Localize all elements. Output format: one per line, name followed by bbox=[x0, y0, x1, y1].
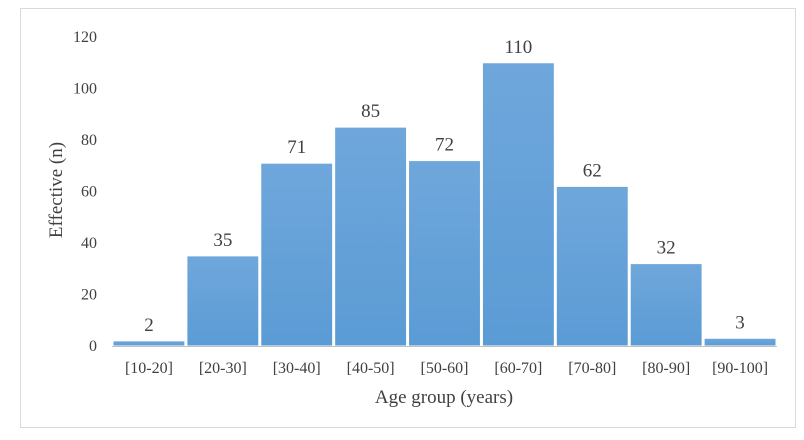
bar-30-40 bbox=[260, 162, 334, 347]
bar-20-30 bbox=[186, 255, 260, 347]
x-tick-label: [70-80] bbox=[568, 360, 616, 377]
bar-80-90 bbox=[629, 263, 703, 347]
y-tick-label: 0 bbox=[89, 338, 97, 355]
bar-40-50 bbox=[334, 126, 408, 347]
y-tick-label: 20 bbox=[81, 287, 97, 304]
data-label: 71 bbox=[287, 137, 306, 158]
x-tick-label: [50-60] bbox=[421, 360, 469, 377]
x-tick-label: [80-90] bbox=[642, 360, 690, 377]
y-axis-title: Effective (n) bbox=[46, 142, 67, 238]
bar-10-20 bbox=[112, 340, 186, 347]
y-tick-label: 40 bbox=[81, 235, 97, 252]
x-tick-label: [90-100] bbox=[712, 360, 768, 377]
x-axis-ticks: [10-20] [20-30] [30-40] [40-50] [50-60] [60-7… bbox=[125, 360, 768, 377]
x-tick-label: [10-20] bbox=[125, 360, 173, 377]
data-label: 110 bbox=[504, 37, 532, 58]
y-axis-ticks: 0 20 40 60 80 100 120 bbox=[73, 29, 97, 355]
bar-90-100 bbox=[703, 337, 777, 347]
data-label: 72 bbox=[435, 135, 454, 156]
bar-60-70 bbox=[481, 62, 555, 347]
y-tick-label: 120 bbox=[73, 29, 97, 46]
x-tick-label: [40-50] bbox=[347, 360, 395, 377]
x-tick-label: [30-40] bbox=[273, 360, 321, 377]
data-label: 85 bbox=[361, 101, 380, 122]
y-tick-label: 60 bbox=[81, 184, 97, 201]
x-tick-label: [60-70] bbox=[494, 360, 542, 377]
x-tick-label: [20-30] bbox=[199, 360, 247, 377]
data-label: 35 bbox=[213, 230, 232, 251]
data-label: 2 bbox=[144, 315, 154, 336]
x-axis-title: Age group (years) bbox=[375, 387, 513, 408]
bar-70-80 bbox=[555, 185, 629, 347]
y-tick-label: 100 bbox=[73, 81, 97, 98]
bars-group bbox=[112, 62, 777, 347]
bar-50-60 bbox=[408, 160, 481, 347]
y-tick-label: 80 bbox=[81, 132, 97, 149]
chart-frame bbox=[20, 8, 796, 428]
data-label: 3 bbox=[735, 312, 745, 333]
data-label: 32 bbox=[657, 238, 676, 259]
data-label: 62 bbox=[583, 160, 602, 181]
data-labels-group: 2 35 71 85 72 110 62 32 3 bbox=[144, 37, 745, 336]
